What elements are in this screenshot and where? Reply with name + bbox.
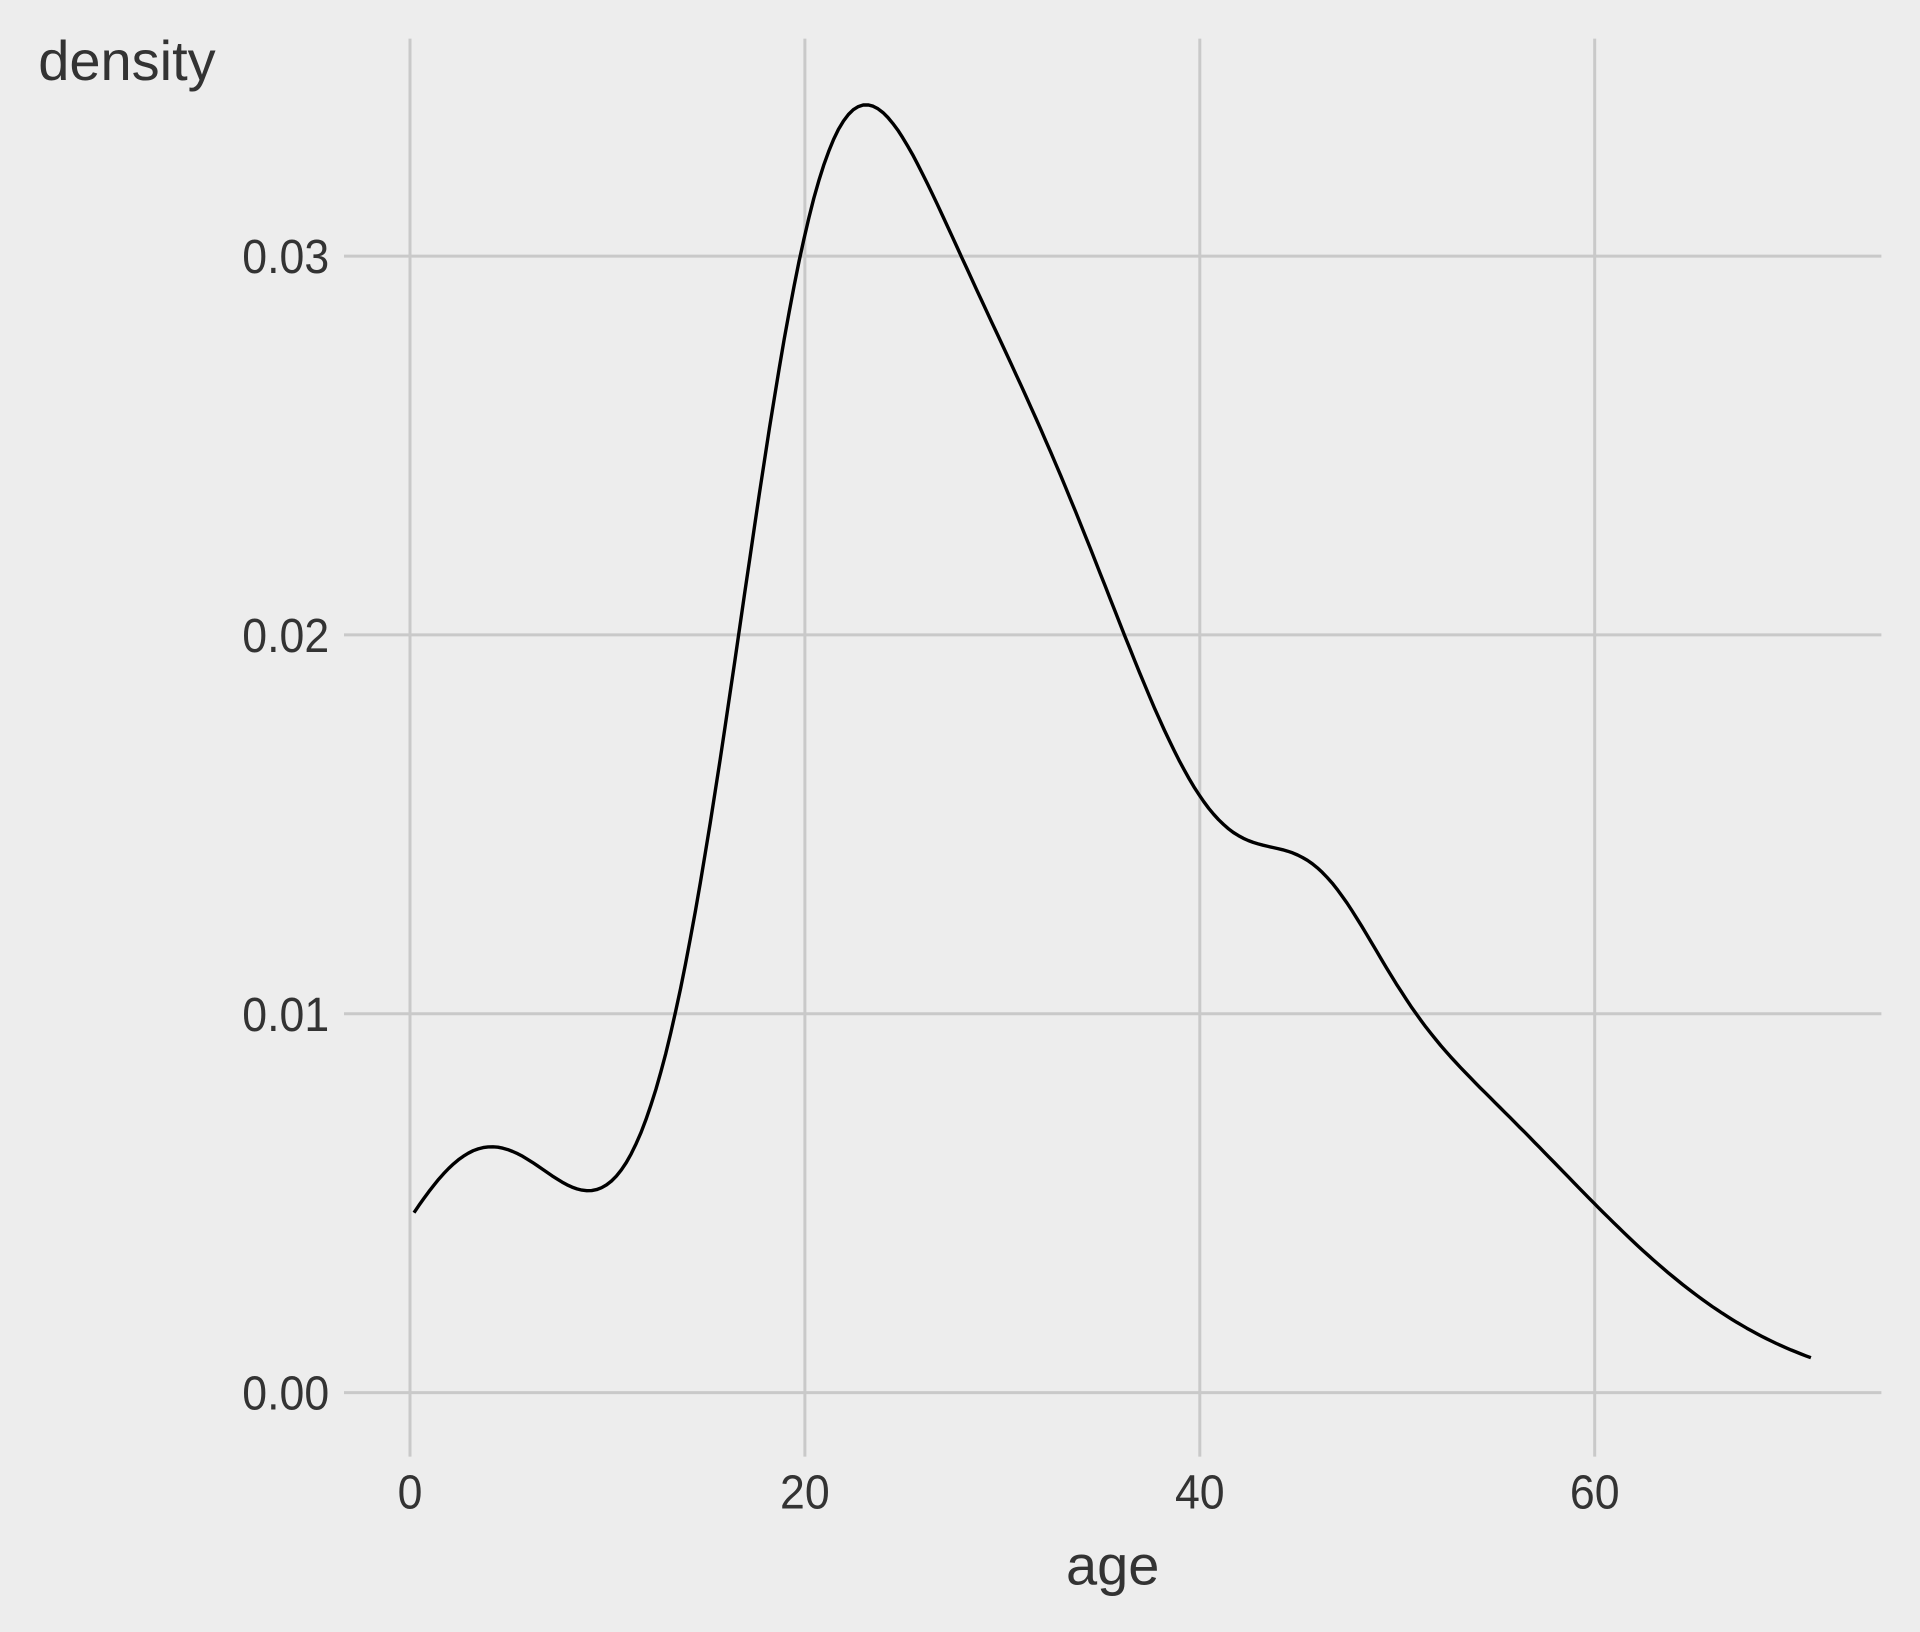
svg-text:0.01: 0.01 — [242, 989, 329, 1042]
svg-text:0.00: 0.00 — [242, 1368, 329, 1421]
svg-text:density: density — [38, 29, 215, 92]
svg-text:age: age — [1066, 1534, 1159, 1597]
svg-text:0.02: 0.02 — [242, 610, 329, 663]
svg-text:60: 60 — [1570, 1467, 1620, 1520]
svg-text:20: 20 — [780, 1467, 830, 1520]
svg-text:0.03: 0.03 — [242, 231, 329, 284]
svg-text:40: 40 — [1175, 1467, 1225, 1520]
svg-text:0: 0 — [398, 1467, 423, 1520]
